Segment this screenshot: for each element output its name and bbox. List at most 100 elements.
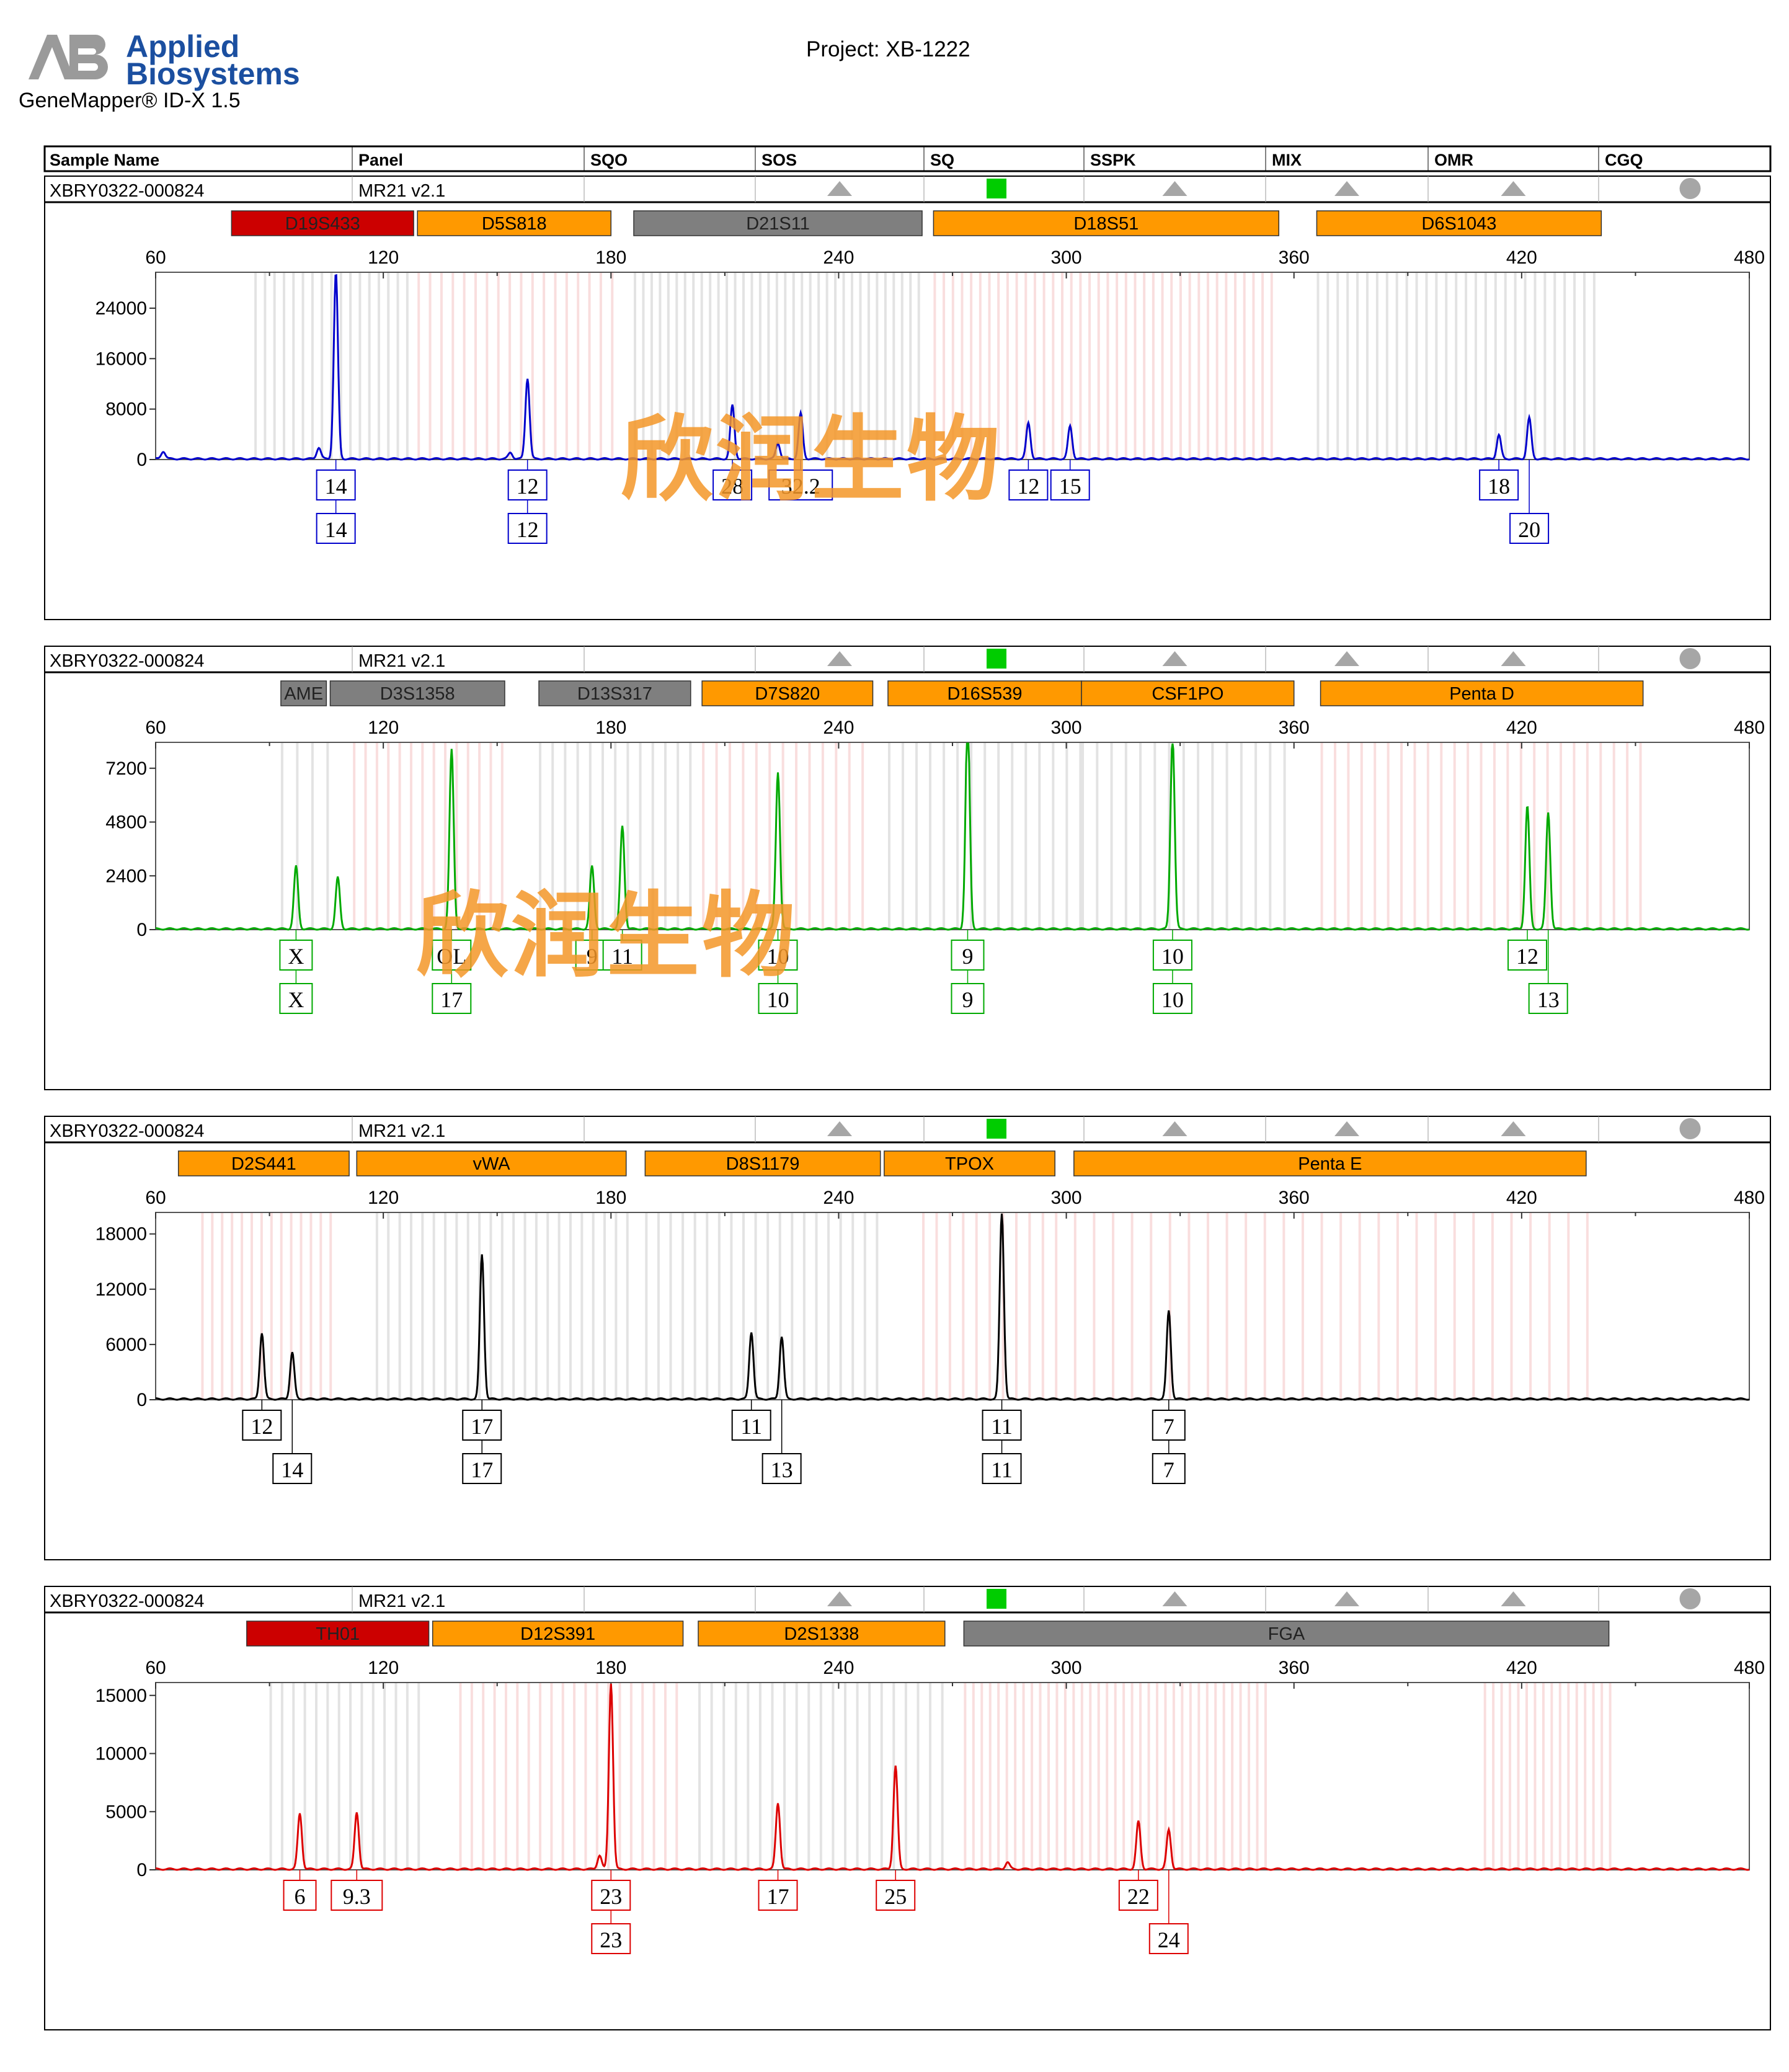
bin-bar [1155, 1683, 1158, 1870]
allele-box [279, 983, 313, 1014]
bin-bar [683, 272, 686, 460]
allele-label: 12 [251, 1414, 273, 1439]
bin-bar [997, 1683, 1000, 1870]
bin-bar [1575, 1683, 1578, 1870]
bin-bar [801, 272, 804, 460]
qc-mix-indicator [1334, 181, 1359, 196]
bin-bar [1256, 1683, 1259, 1870]
bin-bar [868, 1683, 871, 1870]
bin-bar [1413, 742, 1416, 930]
bin-bar [440, 272, 443, 460]
allele-box [432, 940, 472, 971]
bin-bar [892, 272, 895, 460]
bin-bar [1573, 742, 1576, 930]
allele-label: 12 [1516, 944, 1538, 969]
bin-bar [1024, 742, 1028, 930]
bin-bar [876, 1212, 879, 1400]
bin-bar [1182, 742, 1185, 930]
bin-bar [747, 1683, 750, 1870]
bin-bar [1525, 1683, 1528, 1870]
bin-bar [742, 272, 745, 460]
bin-bar [1573, 272, 1576, 460]
allele-label: 11 [991, 1414, 1013, 1439]
bin-bar [301, 272, 304, 460]
bin-bar [645, 1212, 648, 1400]
column-header-panel: Panel [358, 151, 403, 169]
allele-label: 11 [991, 1457, 1013, 1482]
bin-bar [358, 272, 362, 460]
allele-box [1008, 469, 1049, 500]
marker-bar [644, 1150, 881, 1176]
bin-bar [1033, 272, 1036, 460]
bin-bar [1320, 742, 1323, 930]
bin-bar [884, 272, 887, 460]
bin-bar [626, 1212, 629, 1400]
marker-bar [698, 1621, 946, 1647]
bin-bar [629, 1683, 633, 1870]
bin-bar [1263, 1212, 1266, 1400]
allele-box [1118, 1880, 1158, 1911]
bin-bar [577, 272, 580, 460]
bin-bar [508, 272, 512, 460]
bin-bar [1583, 272, 1586, 460]
bin-bar [1375, 272, 1378, 460]
bin-bar [651, 742, 654, 930]
panel-frame [44, 1586, 1771, 2030]
bin-bar [474, 272, 477, 460]
bin-bar [710, 1683, 713, 1870]
bin-bar [775, 272, 778, 460]
bin-bar [241, 1212, 244, 1400]
marker-label: D3S1358 [380, 684, 455, 704]
bin-bar [1550, 1683, 1553, 1870]
bin-bar [795, 1683, 798, 1870]
allele-box [1509, 513, 1550, 544]
bin-bar [504, 1683, 507, 1870]
y-tick-label: 2400 [105, 866, 147, 886]
allele-box [1479, 469, 1519, 500]
marker-bar [231, 210, 414, 236]
bin-bar [254, 272, 257, 460]
bin-bar [650, 272, 653, 460]
bin-bar [1089, 1683, 1092, 1870]
qc-sspk-indicator [1162, 181, 1187, 196]
bin-bar [728, 742, 731, 930]
bin-bar [783, 1683, 786, 1870]
bin-bar [821, 742, 824, 930]
column-header-mix: MIX [1272, 151, 1302, 169]
bin-bar [500, 742, 504, 930]
bin-bar [1282, 1212, 1285, 1400]
bin-bar [1519, 742, 1522, 930]
bin-bar [726, 272, 729, 460]
qc-omr-indicator [1501, 1591, 1526, 1606]
bin-bar [755, 742, 758, 930]
bin-bar [943, 742, 946, 930]
y-tick-label: 18000 [95, 1224, 147, 1245]
allele-label: 7 [1163, 1457, 1174, 1482]
allele-label: 11 [740, 1414, 762, 1439]
bin-bar [1600, 1683, 1604, 1870]
qc-sq-indicator [987, 1589, 1006, 1609]
qc-sos-indicator [827, 1121, 852, 1136]
bin-bar [603, 1212, 606, 1400]
bin-bar [1130, 1683, 1134, 1870]
bin-bar [1070, 272, 1073, 460]
marker-label: FGA [1268, 1624, 1305, 1644]
bin-bar [1124, 272, 1127, 460]
bin-bar [580, 1212, 584, 1400]
bin-bar [1567, 1212, 1570, 1400]
bin-bar [880, 1683, 883, 1870]
bin-bar [1283, 742, 1286, 930]
marker-label: D2S441 [231, 1154, 296, 1174]
x-tick-label: 420 [1506, 247, 1537, 268]
allele-label: 10 [1161, 944, 1184, 969]
bin-bar [1316, 272, 1320, 460]
bin-bar [1609, 1683, 1612, 1870]
bin-bar [722, 1683, 726, 1870]
bin-bar [795, 742, 798, 930]
allele-box [1528, 983, 1568, 1014]
bin-bar [1147, 1683, 1150, 1870]
bin-bar [902, 742, 905, 930]
bin-bar [1106, 272, 1109, 460]
sample-name: XBRY0322-000824 [50, 181, 204, 201]
bin-bar [329, 1212, 332, 1400]
